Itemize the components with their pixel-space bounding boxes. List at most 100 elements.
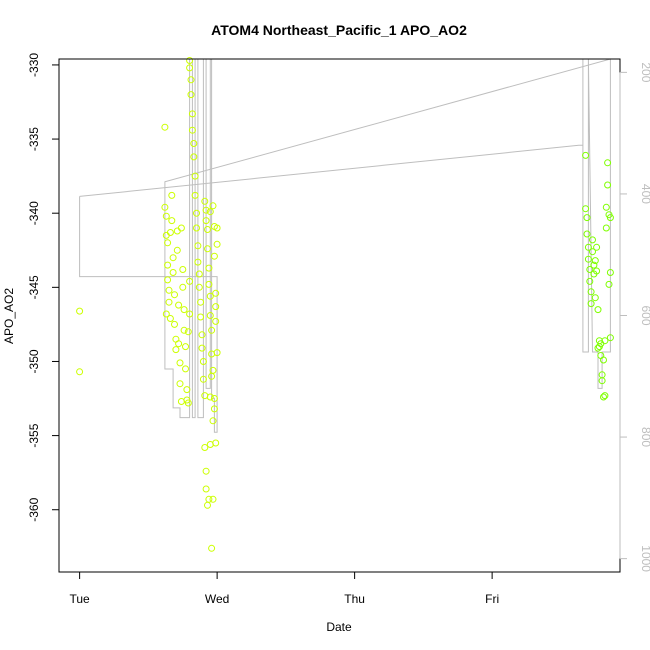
- data-point: [606, 269, 614, 276]
- data-point: [198, 331, 206, 339]
- data-point: [201, 444, 209, 451]
- data-point: [602, 203, 610, 211]
- data-point: [179, 283, 187, 291]
- data-point: [177, 224, 185, 232]
- data-point: [210, 395, 218, 402]
- data-point: [175, 301, 183, 309]
- data-point: [206, 208, 214, 216]
- data-point: [604, 181, 612, 189]
- y-tick-label: -330: [27, 53, 41, 77]
- data-point: [208, 326, 216, 334]
- data-point: [199, 375, 207, 383]
- data-point: [586, 266, 594, 273]
- data-point: [212, 289, 220, 297]
- data-point: [182, 343, 189, 351]
- data-point: [172, 346, 180, 354]
- data-point: [209, 417, 217, 425]
- chart-title: ATOM4 Northeast_Pacific_1 APO_AO2: [211, 22, 467, 38]
- data-point: [591, 257, 599, 265]
- data-point: [195, 283, 203, 291]
- data-point: [186, 57, 194, 64]
- y-tick-label: -345: [27, 275, 41, 299]
- data-point: [176, 380, 184, 388]
- data-point: [606, 214, 614, 222]
- data-point: [202, 467, 210, 475]
- data-point: [208, 544, 216, 552]
- data-point: [190, 153, 198, 161]
- y2-tick-label: 600: [639, 305, 650, 325]
- data-point: [583, 230, 591, 238]
- data-point: [180, 326, 188, 334]
- data-point: [186, 277, 194, 285]
- data-point: [589, 248, 596, 256]
- data-point: [173, 227, 181, 235]
- y2-tick-label: 1000: [639, 545, 650, 572]
- data-point: [191, 191, 199, 199]
- data-point: [598, 377, 606, 385]
- data-point: [166, 315, 174, 322]
- data-point: [175, 340, 183, 348]
- data-point: [165, 298, 173, 306]
- data-point: [586, 277, 594, 285]
- data-point: [194, 242, 202, 250]
- data-point: [208, 372, 216, 380]
- y2-tick-label: 200: [639, 62, 650, 82]
- data-point: [161, 203, 169, 211]
- data-point: [165, 286, 173, 294]
- data-point: [166, 229, 174, 236]
- data-point: [212, 439, 220, 447]
- data-points-layer: [76, 57, 614, 552]
- data-point: [199, 358, 207, 365]
- data-point: [584, 243, 592, 251]
- data-point: [179, 266, 187, 273]
- data-point: [180, 306, 188, 314]
- x-axis-label: Date: [326, 620, 352, 634]
- data-point: [589, 236, 596, 244]
- data-point: [171, 291, 178, 299]
- y2-tick-label: 800: [639, 427, 650, 447]
- x-tick-label: Fri: [485, 592, 499, 606]
- data-point: [172, 335, 180, 343]
- x-tick-label: Tue: [70, 592, 91, 606]
- y-axis: -330 -335 -340 -345 -350 -355 -360: [27, 53, 60, 522]
- data-point: [193, 224, 200, 232]
- data-point: [605, 280, 613, 288]
- data-point: [204, 226, 211, 233]
- data-point: [188, 126, 196, 134]
- data-point: [213, 349, 221, 357]
- altitude-line-layer: [79, 58, 611, 433]
- data-point: [168, 191, 176, 199]
- data-point: [594, 344, 602, 352]
- data-point: [183, 386, 191, 394]
- data-point: [209, 202, 217, 210]
- data-point: [164, 261, 172, 269]
- data-point: [190, 140, 198, 147]
- y-tick-label: -340: [27, 201, 41, 225]
- data-point: [582, 151, 590, 159]
- data-point: [212, 317, 220, 325]
- data-point: [176, 359, 184, 367]
- data-point: [169, 254, 177, 262]
- data-point: [593, 267, 601, 275]
- data-point: [195, 270, 203, 278]
- data-point: [182, 365, 189, 373]
- data-point: [604, 159, 612, 167]
- data-point: [197, 298, 205, 306]
- data-point: [76, 307, 84, 315]
- data-point: [205, 280, 213, 288]
- data-point: [202, 485, 210, 493]
- data-point: [162, 310, 170, 318]
- data-point: [600, 393, 607, 401]
- data-point: [213, 224, 221, 232]
- data-point: [184, 328, 192, 336]
- altitude-line: [79, 58, 611, 433]
- x-axis: Tue Wed Thu Fri: [70, 571, 499, 606]
- data-point: [590, 261, 598, 269]
- data-point: [188, 110, 196, 118]
- data-point: [205, 264, 213, 272]
- data-point: [205, 495, 213, 503]
- data-point: [601, 392, 609, 400]
- data-point: [194, 258, 202, 266]
- data-point: [162, 212, 170, 220]
